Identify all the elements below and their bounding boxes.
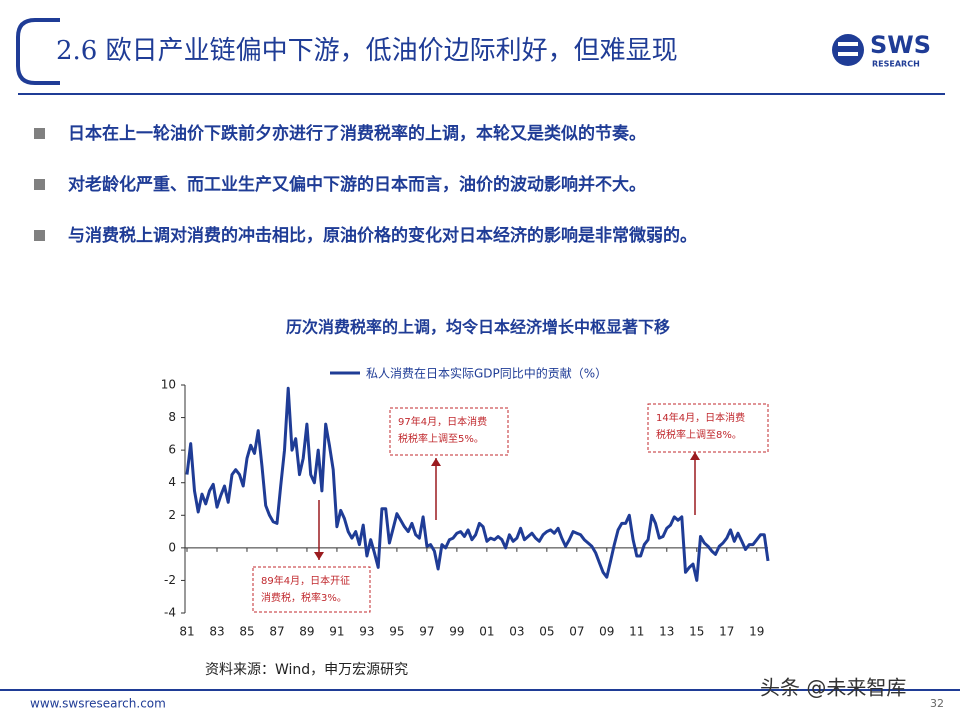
annotation-text: 14年4月，日本消费 [656, 411, 745, 424]
title-frame [16, 18, 60, 85]
x-tick-label: 03 [509, 625, 524, 639]
y-tick-label: 0 [168, 540, 176, 554]
plot: -4 -2 0 2 4 6 8 10 81 83 85 87 89 91 93 95 97 99 01 03 05 07 0… [161, 378, 770, 639]
x-tick-label: 09 [599, 625, 614, 639]
page-number: 32 [930, 697, 944, 710]
x-tick-label: 99 [449, 625, 464, 639]
logo: SWS RESEARCH [832, 31, 931, 69]
bullet-marker [34, 128, 45, 139]
x-tick-label: 95 [389, 625, 404, 639]
x-tick-label: 19 [749, 625, 764, 639]
x-tick-label: 91 [329, 625, 344, 639]
annotation-box [647, 403, 769, 453]
annotation-text: 97年4月，日本消费 [398, 415, 487, 428]
annotation-arrowhead [431, 458, 441, 466]
y-tick-label: 8 [168, 410, 176, 424]
y-tick-label: -2 [164, 573, 176, 587]
y-tick-label: 2 [168, 508, 176, 522]
x-tick-label: 01 [479, 625, 494, 639]
bullet-marker [34, 179, 45, 190]
annotation-arrowhead [314, 552, 324, 560]
bullet-text: 与消费税上调对消费的冲击相比，原油价格的变化对日本经济的影响是非常微弱的。 [68, 225, 697, 246]
logo-icon [832, 34, 864, 66]
y-tick-label: -4 [164, 606, 176, 620]
annotation-box [389, 407, 509, 456]
x-tick-label: 81 [179, 625, 194, 639]
chart-title: 历次消费税率的上调，均令日本经济增长中枢显著下移 [286, 318, 670, 337]
slide-title: 2.6 欧日产业链偏中下游，低油价边际利好，但难显现 [56, 36, 678, 66]
annotation-box [252, 566, 371, 613]
x-tick-label: 87 [269, 625, 284, 639]
annotation-text: 89年4月，日本开征 [261, 574, 350, 587]
bullet-text: 对老龄化严重、而工业生产又偏中下游的日本而言，油价的波动影响并不大。 [68, 174, 646, 195]
logo-icon-stripe [838, 52, 858, 56]
annotation-text: 消费税，税率3%。 [261, 591, 347, 604]
x-tick-label: 13 [659, 625, 674, 639]
logo-text: SWS [870, 31, 931, 59]
footer-url: www.swsresearch.com [30, 697, 166, 711]
bullet-list: 日本在上一轮油价下跌前夕亦进行了消费税率的上调，本轮又是类似的节奏。对老龄化严重… [34, 123, 697, 246]
bullet-text: 日本在上一轮油价下跌前夕亦进行了消费税率的上调，本轮又是类似的节奏。 [68, 123, 646, 144]
x-tick-label: 15 [689, 625, 704, 639]
y-tick-label: 10 [161, 378, 176, 392]
watermark: 头条 @未来智库 [760, 676, 906, 700]
annotation-text: 税税率上调至8%。 [656, 428, 742, 441]
data-line [185, 386, 770, 582]
legend-label: 私人消费在日本实际GDP同比中的贡献（%） [366, 366, 607, 381]
x-tick-label: 05 [539, 625, 554, 639]
y-tick-label: 6 [168, 443, 176, 457]
x-tick-label: 89 [299, 625, 314, 639]
x-tick-label: 93 [359, 625, 374, 639]
logo-subtext: RESEARCH [872, 60, 920, 69]
logo-icon-stripe [838, 42, 858, 46]
source-note: 资料来源：Wind，申万宏源研究 [205, 662, 408, 678]
bullet-marker [34, 230, 45, 241]
x-tick-label: 97 [419, 625, 434, 639]
x-tick-label: 07 [569, 625, 584, 639]
annotation-text: 税税率上调至5%。 [398, 432, 484, 445]
x-tick-label: 85 [239, 625, 254, 639]
x-tick-label: 83 [209, 625, 224, 639]
x-tick-label: 11 [629, 625, 644, 639]
x-tick-label: 17 [719, 625, 734, 639]
y-tick-label: 4 [168, 475, 176, 489]
annotation-arrowhead [690, 452, 700, 460]
